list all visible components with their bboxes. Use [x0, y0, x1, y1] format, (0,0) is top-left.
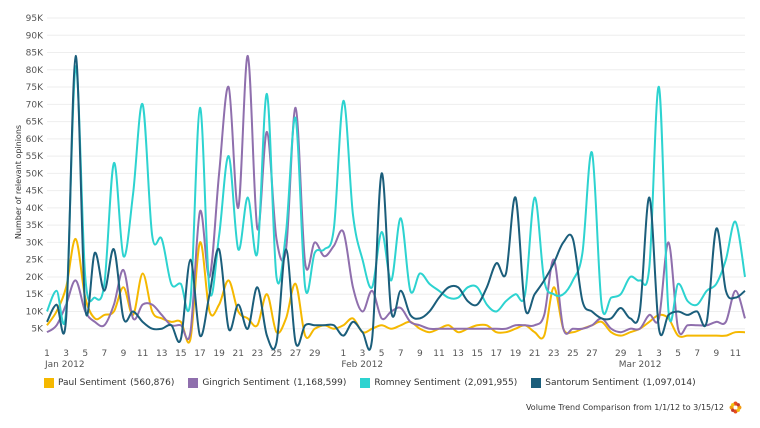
x-tick-label: 11: [433, 349, 444, 359]
footer: Volume Trend Comparison from 1/1/12 to 3…: [526, 401, 742, 414]
x-tick-label: 3: [360, 349, 366, 359]
x-tick-label: 29: [615, 349, 627, 359]
y-tick-label: 45K: [26, 187, 44, 197]
x-tick-label: 1: [637, 349, 643, 359]
x-tick-label: 27: [290, 349, 301, 359]
x-tick-label: 17: [194, 349, 205, 359]
x-tick-label: 11: [730, 349, 741, 359]
y-axis-label: Number of relevant opinions: [14, 125, 23, 239]
y-tick-label: 40K: [26, 204, 44, 214]
y-tick-label: 15K: [26, 290, 44, 300]
y-tick-label: 75K: [26, 83, 44, 93]
x-tick-label: 13: [156, 349, 167, 359]
y-tick-label: 20K: [26, 273, 44, 283]
legend-label-romney: Romney Sentiment: [374, 378, 461, 388]
legend-swatch-santorum: [531, 378, 542, 388]
legend-swatch-gingrich: [188, 378, 199, 388]
legend: Paul Sentiment (560,876) Gingrich Sentim…: [44, 378, 696, 388]
x-tick-label: 1: [44, 349, 50, 359]
x-tick-label: 19: [213, 349, 225, 359]
x-tick-label: 25: [567, 349, 578, 359]
x-tick-label: 9: [121, 349, 127, 359]
x-tick-label: 19: [510, 349, 522, 359]
x-tick-label: 29: [309, 349, 321, 359]
x-tick-label: 7: [694, 349, 700, 359]
legend-item-santorum[interactable]: Santorum Sentiment (1,097,014): [531, 378, 696, 388]
x-tick-label: 15: [175, 349, 186, 359]
x-tick-label: 11: [137, 349, 148, 359]
x-tick-label: 5: [82, 349, 88, 359]
y-tick-label: 95K: [26, 14, 44, 24]
series-line-santorum: [46, 54, 746, 351]
legend-item-gingrich[interactable]: Gingrich Sentiment (1,168,599): [188, 378, 346, 388]
x-tick-label: 25: [271, 349, 282, 359]
x-tick-label: 1: [341, 349, 347, 359]
x-tick-label: 5: [379, 349, 385, 359]
y-tick-label: 65K: [26, 118, 44, 128]
x-tick-label: 9: [713, 349, 719, 359]
x-tick-label: 9: [417, 349, 423, 359]
x-month-label: Jan 2012: [44, 360, 85, 370]
y-tick-label: 60K: [26, 135, 44, 145]
x-tick-label: 13: [452, 349, 463, 359]
legend-total-gingrich: (1,168,599): [293, 378, 347, 388]
y-tick-label: 30K: [26, 238, 44, 248]
x-tick-label: 7: [102, 349, 108, 359]
x-tick-label: 7: [398, 349, 404, 359]
x-tick-label: 23: [252, 349, 263, 359]
legend-swatch-romney: [360, 378, 371, 388]
legend-item-romney[interactable]: Romney Sentiment (2,091,955): [360, 378, 517, 388]
y-tick-label: 85K: [26, 49, 44, 59]
legend-total-santorum: (1,097,014): [642, 378, 696, 388]
y-tick-label: 10K: [26, 307, 44, 317]
x-tick-label: 21: [233, 349, 244, 359]
y-tick-label: 35K: [26, 221, 44, 231]
series-line-paul: [46, 237, 746, 344]
y-tick-label: 25K: [26, 256, 44, 266]
y-tick-label: 90K: [26, 31, 44, 41]
footer-caption: Volume Trend Comparison from 1/1/12 to 3…: [525, 403, 724, 412]
legend-swatch-paul: [44, 378, 54, 388]
legend-label-gingrich: Gingrich Sentiment: [202, 378, 290, 388]
x-tick-label: 3: [63, 349, 69, 359]
legend-total-romney: (2,091,955): [464, 378, 518, 388]
legend-total-paul: (560,876): [130, 378, 175, 388]
x-tick-label: 5: [675, 349, 681, 359]
y-tick-label: 5K: [31, 325, 44, 335]
legend-item-paul[interactable]: Paul Sentiment (560,876): [44, 378, 174, 388]
x-tick-label: 15: [472, 349, 483, 359]
legend-label-santorum: Santorum Sentiment: [545, 378, 639, 388]
x-tick-label: 23: [548, 349, 559, 359]
flower-logo-icon: [729, 401, 742, 414]
x-month-label: Feb 2012: [341, 360, 383, 370]
series-line-romney: [46, 65, 746, 325]
y-tick-label: 50K: [26, 169, 44, 179]
x-tick-label: 3: [656, 349, 662, 359]
y-tick-label: 55K: [26, 152, 44, 162]
x-month-label: Mar 2012: [619, 360, 662, 370]
x-tick-label: 17: [491, 349, 502, 359]
y-tick-label: 70K: [26, 100, 44, 110]
x-tick-label: 21: [529, 349, 540, 359]
x-tick-label: 27: [586, 349, 597, 359]
y-tick-label: 80K: [26, 66, 44, 76]
legend-label-paul: Paul Sentiment: [58, 378, 127, 388]
